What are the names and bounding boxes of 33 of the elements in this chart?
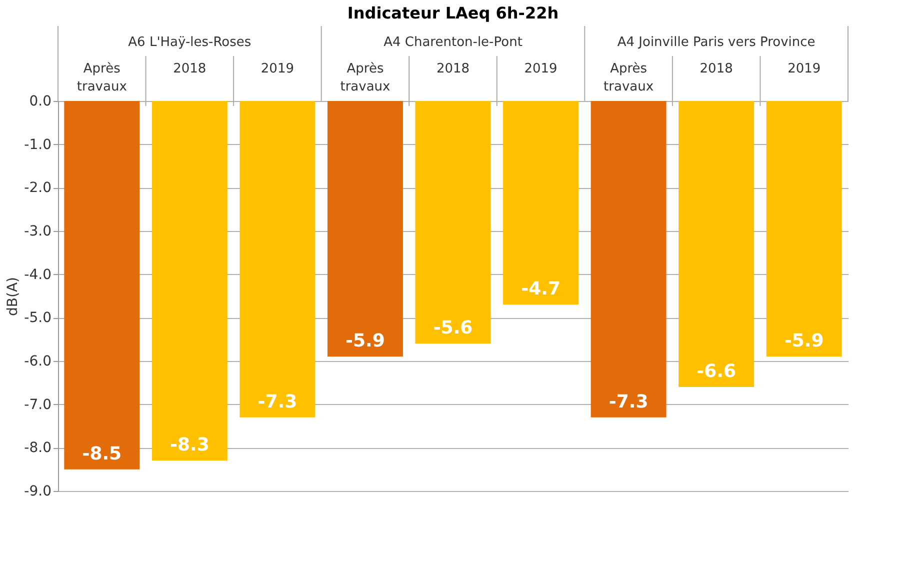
y-tick-label: -3.0 bbox=[24, 224, 52, 240]
data-label: -8.3 bbox=[170, 434, 210, 456]
text: A6 L'Haÿ-les-Roses bbox=[128, 35, 252, 50]
x-tick-label: 2018 bbox=[700, 62, 733, 76]
data-label: -5.9 bbox=[346, 330, 385, 352]
y-tick-label: 0.0 bbox=[29, 94, 52, 110]
data-label: -7.3 bbox=[608, 391, 648, 412]
data-label: -8.5 bbox=[82, 443, 122, 464]
y-tick-label: -1.0 bbox=[24, 136, 52, 153]
x-tick-label: 2018 bbox=[173, 62, 206, 76]
data-label: -7.3 bbox=[258, 391, 298, 412]
x-tick-label: Après travaux bbox=[340, 62, 391, 94]
x-tick-label: 2018 bbox=[436, 62, 470, 76]
x-tick-label: 2019 bbox=[788, 62, 821, 76]
x-tick-label: 2019 bbox=[260, 62, 294, 76]
y-tick-label: -2.0 bbox=[24, 180, 52, 196]
y-axis-title: dB(A) bbox=[5, 277, 22, 316]
x-tick-label: 2019 bbox=[524, 62, 558, 76]
x-tick-label: Après travaux bbox=[604, 62, 654, 94]
text: A4 Charenton-le-Pont bbox=[384, 35, 522, 50]
data-label: -4.7 bbox=[521, 278, 560, 300]
text: A4 Joinville Paris vers Province bbox=[617, 35, 816, 50]
y-tick-label: -6.0 bbox=[24, 354, 52, 370]
y-tick-label: -7.0 bbox=[24, 396, 52, 413]
y-tick-label: -8.0 bbox=[24, 440, 52, 456]
y-tick-label: -9.0 bbox=[24, 484, 52, 500]
data-label: -5.9 bbox=[784, 330, 824, 352]
data-label: -5.6 bbox=[433, 318, 473, 339]
y-tick-label: -4.0 bbox=[24, 266, 52, 283]
data-label: -6.6 bbox=[696, 361, 736, 382]
x-tick-label: Après travaux bbox=[76, 62, 128, 94]
y-tick-label: -5.0 bbox=[24, 310, 52, 326]
chart-title: Indicateur LAeq 6h-22h bbox=[347, 4, 559, 22]
